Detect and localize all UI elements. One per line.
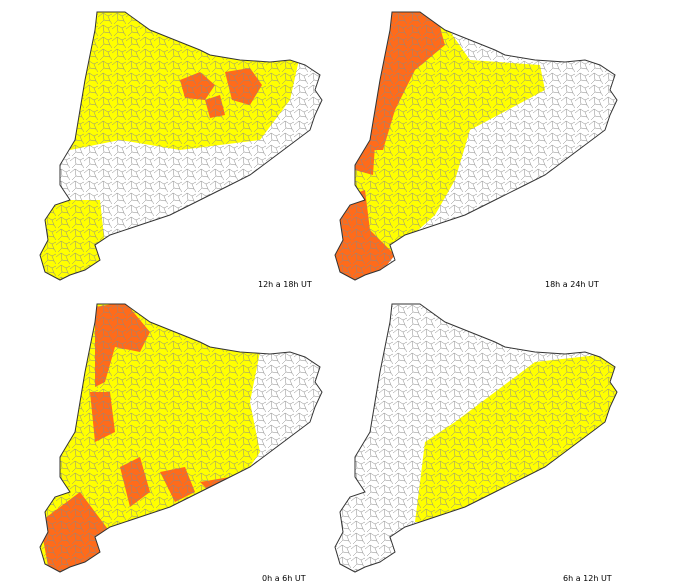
map-panel: 12h a 18h UT	[0, 0, 345, 292]
map-shape	[40, 12, 322, 280]
map	[39, 11, 323, 281]
map	[334, 303, 618, 573]
period-label: 12h a 18h UT	[258, 280, 312, 289]
map-shape	[39, 303, 323, 573]
map-panel: 6h a 12h UT	[295, 292, 640, 584]
map	[39, 303, 323, 573]
map-panel: 0h a 6h UT	[0, 292, 345, 584]
map-shape	[335, 12, 617, 280]
map	[334, 11, 618, 281]
map-shape	[335, 304, 617, 572]
period-label: 6h a 12h UT	[563, 574, 612, 583]
map-shape	[334, 11, 618, 281]
map-shape	[39, 11, 323, 281]
map-shape	[334, 303, 618, 573]
map-panel: 18h a 24h UT	[295, 0, 640, 292]
map-shape	[40, 304, 322, 572]
period-label: 0h a 6h UT	[262, 574, 306, 583]
period-label: 18h a 24h UT	[545, 280, 599, 289]
